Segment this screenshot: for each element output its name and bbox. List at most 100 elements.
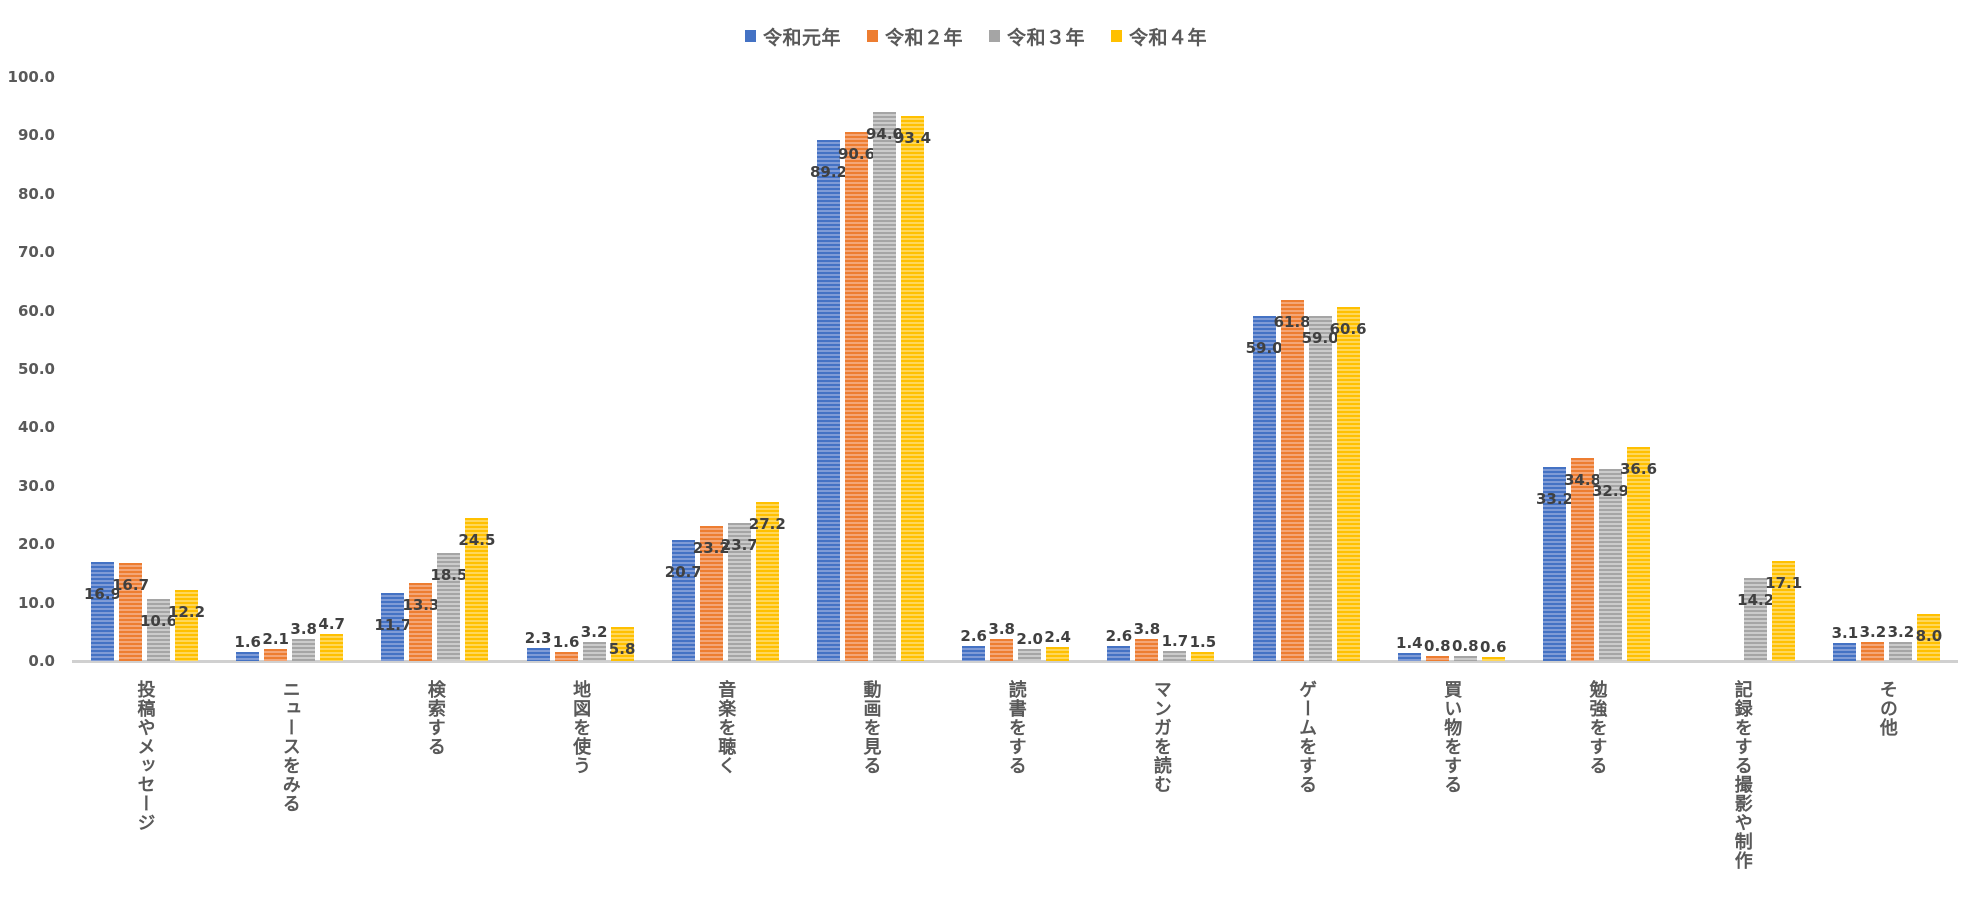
- x-category-label: ニュースをみる: [279, 680, 301, 813]
- bar: [1889, 642, 1913, 661]
- legend-swatch-icon: [1111, 30, 1123, 42]
- bar: [1135, 638, 1159, 661]
- data-label: 34.8: [1563, 470, 1602, 489]
- bar: [1571, 457, 1594, 661]
- legend-label: 令和４年: [1129, 26, 1208, 49]
- bar: [1018, 649, 1042, 661]
- bar: [817, 140, 840, 661]
- data-label: 5.8: [608, 640, 636, 659]
- bar: [1833, 642, 1857, 661]
- data-label: 2.6: [960, 626, 987, 645]
- data-label: 20.7: [664, 563, 702, 582]
- chart-legend: 令和元年 令和２年 令和３年 令和４年: [745, 22, 1233, 50]
- y-tick-label: 0.0: [28, 652, 55, 670]
- data-label: 3.8: [290, 619, 317, 638]
- bar: [320, 633, 344, 661]
- data-label: 0.8: [1424, 637, 1451, 656]
- x-category-label: ゲームをする: [1296, 680, 1318, 794]
- y-tick-label: 40.0: [17, 418, 55, 437]
- data-label: 0.8: [1452, 637, 1479, 656]
- data-label: 94.0: [865, 125, 904, 144]
- data-label: 23.2: [692, 538, 730, 557]
- bar: [1397, 652, 1421, 661]
- y-tick-label: 50.0: [17, 360, 55, 378]
- legend-label: 令和２年: [885, 26, 964, 49]
- bar: [292, 638, 316, 661]
- bar: [554, 651, 578, 661]
- data-label: 3.2: [1887, 623, 1915, 642]
- bar: [1046, 646, 1070, 661]
- legend-swatch-icon: [867, 30, 879, 42]
- bar: [1252, 316, 1276, 661]
- x-category-label: 勉強をする: [1586, 680, 1608, 775]
- data-label: 3.8: [988, 619, 1015, 638]
- data-label: 0.6: [1480, 638, 1507, 657]
- data-label: 32.9: [1591, 481, 1630, 500]
- data-label: 59.0: [1301, 329, 1339, 348]
- bar: [582, 642, 606, 661]
- x-category-label: 動画を見る: [860, 680, 882, 775]
- data-label: 89.2: [809, 163, 848, 182]
- bar: [845, 131, 868, 661]
- x-category-label: 読書をする: [1005, 680, 1027, 775]
- legend-swatch-icon: [745, 30, 756, 42]
- x-axis-line: [72, 660, 1958, 663]
- data-label: 2.1: [262, 629, 289, 648]
- bar: [264, 648, 288, 661]
- legend-swatch-icon: [989, 30, 1001, 42]
- data-label: 12.2: [167, 602, 206, 621]
- bar: [465, 517, 489, 661]
- y-tick-label: 60.0: [17, 301, 55, 320]
- data-label: 24.5: [458, 530, 496, 549]
- data-label: 3.8: [1133, 619, 1161, 638]
- x-category-label: その他: [1876, 680, 1898, 737]
- data-label: 17.1: [1765, 574, 1803, 593]
- legend-item-reiwa-4: 令和４年: [1111, 23, 1207, 50]
- bar: [962, 645, 986, 661]
- data-label: 93.4: [893, 128, 932, 147]
- bar: [119, 563, 142, 661]
- data-label: 11.7: [374, 615, 412, 634]
- bar: [1107, 645, 1131, 661]
- data-label: 2.0: [1016, 630, 1043, 649]
- data-label: 3.1: [1831, 623, 1859, 642]
- x-category-label: 買い物をする: [1441, 680, 1463, 794]
- data-label: 14.2: [1737, 591, 1775, 610]
- legend-item-reiwa-2: 令和２年: [867, 23, 963, 50]
- data-label: 1.6: [552, 632, 580, 651]
- bar: [236, 651, 260, 661]
- bar: [671, 540, 695, 661]
- data-label: 1.7: [1161, 632, 1189, 651]
- data-label: 36.6: [1619, 460, 1658, 479]
- data-label: 8.0: [1915, 627, 1943, 646]
- x-category-label: 音楽を聴く: [715, 680, 737, 775]
- y-tick-label: 30.0: [17, 476, 55, 495]
- y-tick-label: 70.0: [17, 243, 55, 262]
- bar: [1280, 300, 1304, 661]
- bar: [1308, 316, 1332, 661]
- bar: [1917, 614, 1941, 661]
- data-label: 10.6: [139, 612, 178, 631]
- x-category-label: 投稿やメッセージ: [134, 680, 156, 832]
- data-label: 18.5: [430, 565, 468, 584]
- data-label: 2.4: [1044, 627, 1071, 646]
- legend-item-reiwa-3: 令和３年: [989, 23, 1085, 50]
- bar: [409, 583, 433, 661]
- x-category-label: 記録をする撮影や制作: [1731, 680, 1753, 870]
- data-label: 61.8: [1273, 313, 1311, 332]
- data-label: 2.6: [1105, 626, 1133, 645]
- data-label: 33.2: [1535, 490, 1574, 509]
- bar: [381, 592, 405, 661]
- data-label: 90.6: [837, 144, 876, 163]
- legend-label: 令和元年: [763, 26, 842, 49]
- bar: [1627, 447, 1650, 661]
- y-tick-label: 20.0: [17, 535, 55, 554]
- data-label: 16.9: [83, 585, 122, 604]
- data-label: 1.6: [234, 632, 261, 651]
- x-category-label: マンガを読む: [1150, 680, 1172, 794]
- legend-item-reiwa-1: 令和元年: [745, 23, 841, 50]
- bar: [147, 599, 170, 661]
- bar: [437, 552, 461, 661]
- data-label: 13.3: [402, 596, 440, 615]
